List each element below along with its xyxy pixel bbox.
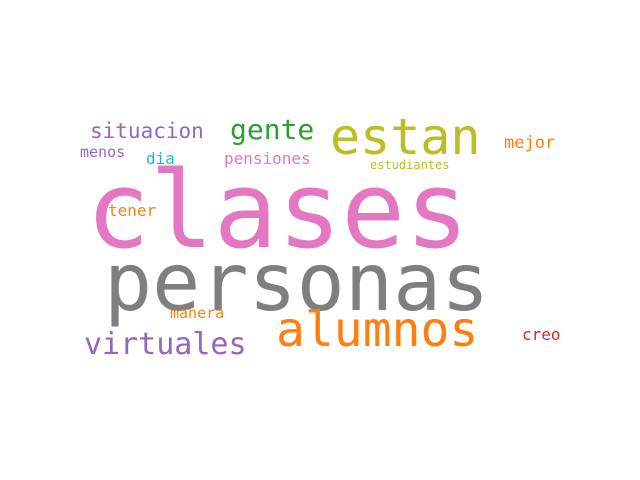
- word-tener: tener: [108, 201, 157, 220]
- word-manera: manera: [170, 304, 225, 322]
- word-gente: gente: [230, 113, 315, 146]
- word-clases: clases: [86, 149, 469, 272]
- word-personas: personas: [104, 236, 490, 329]
- word-creo: creo: [522, 325, 561, 344]
- word-dia: dia: [146, 149, 175, 168]
- word-pensiones: pensiones: [224, 149, 311, 168]
- word-menos: menos: [80, 143, 126, 161]
- word-alumnos: alumnos: [276, 302, 479, 358]
- word-estudiantes: estudiantes: [370, 158, 450, 172]
- word-estan: estan: [330, 108, 481, 166]
- word-virtuales: virtuales: [84, 327, 247, 362]
- word-situacion: situacion: [90, 119, 204, 143]
- word-mejor: mejor: [504, 133, 556, 153]
